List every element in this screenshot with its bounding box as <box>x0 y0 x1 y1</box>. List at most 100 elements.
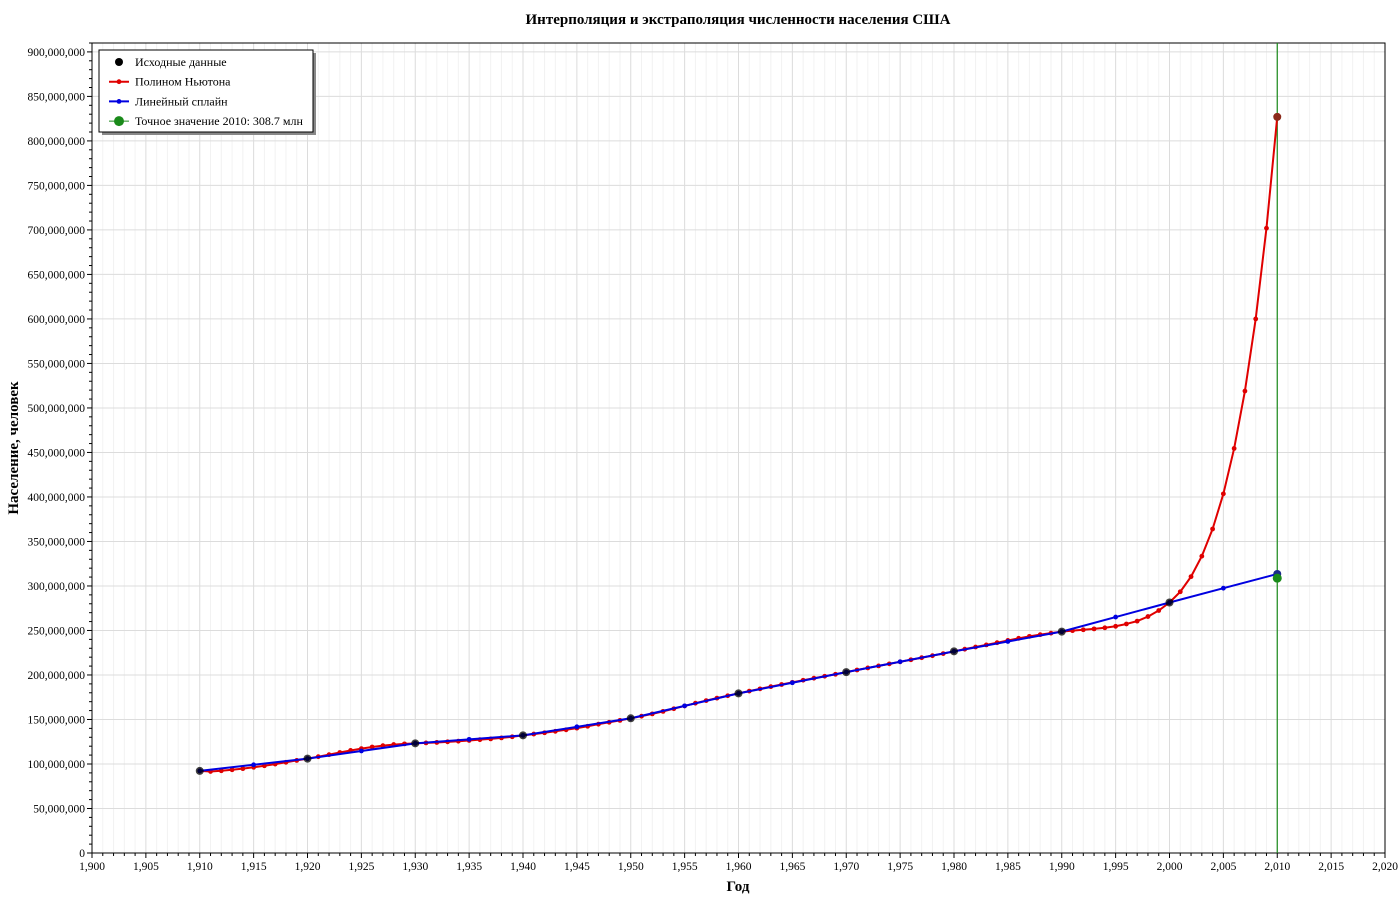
spline-series-point <box>1005 639 1011 644</box>
spline-series-point <box>897 659 903 665</box>
original-data-point <box>303 754 312 763</box>
y-tick-label: 150,000,000 <box>28 714 86 726</box>
y-tick-label: 450,000,000 <box>28 447 86 459</box>
newton-series-point <box>229 767 235 773</box>
original-data-point <box>1057 627 1066 636</box>
y-tick-label: 500,000,000 <box>28 403 86 415</box>
legend-entry-label: Линейный сплайн <box>135 94 228 108</box>
newton-series-point <box>1242 388 1248 394</box>
spline-series-point <box>574 724 580 730</box>
y-tick-label: 850,000,000 <box>28 91 86 103</box>
x-tick-label: 1,900 <box>79 861 105 873</box>
spline-series-point <box>251 762 257 768</box>
x-tick-label: 1,930 <box>402 861 428 873</box>
chart-title: Интерполяция и экстраполяция численности… <box>526 12 951 28</box>
newton-series-point <box>1210 526 1215 532</box>
legend-entry-label: Полином Ньютона <box>135 75 231 89</box>
spline-series-point <box>682 703 688 709</box>
x-tick-label: 1,950 <box>618 861 644 873</box>
y-tick-label: 350,000,000 <box>28 536 86 548</box>
x-tick-label: 2,005 <box>1210 861 1236 873</box>
legend-entry-label: Исходные данные <box>135 55 227 69</box>
x-tick-label: 1,915 <box>241 861 267 873</box>
newton-series-point <box>1188 574 1194 580</box>
legend-swatch-marker <box>114 116 124 127</box>
legend-swatch-marker <box>115 58 123 66</box>
newton-series-point <box>1091 626 1097 632</box>
original-data-point <box>842 668 851 677</box>
y-tick-label: 900,000,000 <box>28 47 86 59</box>
y-tick-label: 100,000,000 <box>28 759 86 771</box>
original-data-point <box>1165 598 1174 607</box>
spline-series-point <box>1113 614 1119 620</box>
y-tick-label: 250,000,000 <box>28 625 86 637</box>
x-tick-label: 1,910 <box>187 861 213 873</box>
newton-series-point <box>1080 627 1086 633</box>
x-tick-label: 1,925 <box>348 861 374 873</box>
newton-endpoint-marker <box>1273 112 1282 121</box>
original-data-point <box>626 714 635 723</box>
newton-series-point <box>369 744 375 750</box>
x-tick-label: 1,975 <box>887 861 913 873</box>
y-tick-label: 200,000,000 <box>28 670 86 682</box>
newton-series-point <box>1220 491 1226 497</box>
original-data-point <box>411 739 420 748</box>
x-tick-label: 1,985 <box>995 861 1021 873</box>
newton-series-point <box>1102 625 1108 631</box>
x-axis-title: Год <box>727 879 750 895</box>
newton-series-point <box>1134 618 1140 624</box>
newton-series-point <box>1113 623 1119 629</box>
newton-series-point <box>1264 225 1269 231</box>
newton-series-point <box>1231 446 1237 451</box>
y-tick-label: 50,000,000 <box>33 803 85 815</box>
series-layer <box>195 43 1282 853</box>
x-tick-label: 1,905 <box>133 861 159 873</box>
spline-series-point <box>466 736 472 742</box>
y-tick-label: 550,000,000 <box>28 358 86 370</box>
x-tick-label: 2,010 <box>1264 861 1290 873</box>
legend-swatch-marker <box>116 79 122 85</box>
newton-series-point <box>1156 608 1162 613</box>
x-tick-label: 1,940 <box>510 861 536 873</box>
original-data-point <box>950 647 958 656</box>
x-tick-label: 2,000 <box>1157 861 1183 873</box>
y-tick-label: 750,000,000 <box>28 180 86 192</box>
grid-layer <box>91 43 1386 854</box>
newton-series-point <box>1145 614 1151 619</box>
newton-series-point <box>1124 621 1129 627</box>
x-tick-label: 1,935 <box>456 861 482 873</box>
x-tick-label: 1,965 <box>779 861 805 873</box>
x-tick-label: 1,955 <box>672 861 698 873</box>
x-tick-label: 1,995 <box>1103 861 1129 873</box>
axes-layer: 1,900 1,905 1,910 1,915 1,920 1,925 1,930 1,935… <box>28 42 1398 873</box>
spline-series-point <box>789 680 795 686</box>
newton-series-point <box>240 766 246 772</box>
x-tick-label: 1,960 <box>726 861 752 873</box>
y-tick-label: 650,000,000 <box>28 269 86 281</box>
original-data-point <box>519 731 527 740</box>
y-tick-label: 600,000,000 <box>28 314 86 326</box>
x-tick-label: 1,920 <box>295 861 321 873</box>
y-axis-title: Население, человек <box>6 381 22 515</box>
x-tick-label: 2,020 <box>1372 861 1398 873</box>
legend-swatch-marker <box>116 99 122 104</box>
legend-box <box>98 49 314 133</box>
exact-value-point <box>1272 573 1282 583</box>
legend-entry-label: Точное значение 2010: 308.7 млн <box>135 114 304 128</box>
newton-series-point <box>1253 316 1259 322</box>
newton-series-point <box>1199 553 1205 559</box>
spline-series-point <box>1220 585 1226 591</box>
x-tick-label: 1,945 <box>564 861 590 873</box>
newton-series-point <box>1177 589 1183 595</box>
x-tick-label: 1,970 <box>833 861 859 873</box>
original-data-point <box>195 766 204 775</box>
legend: Исходные данные Полином Ньютона Линейный с… <box>98 49 316 135</box>
x-tick-label: 2,015 <box>1318 861 1344 873</box>
y-tick-label: 400,000,000 <box>28 492 86 504</box>
x-tick-label: 1,990 <box>1049 861 1075 873</box>
y-tick-label: 300,000,000 <box>28 581 86 593</box>
x-tick-label: 1,980 <box>941 861 967 873</box>
original-data-point <box>734 689 743 698</box>
